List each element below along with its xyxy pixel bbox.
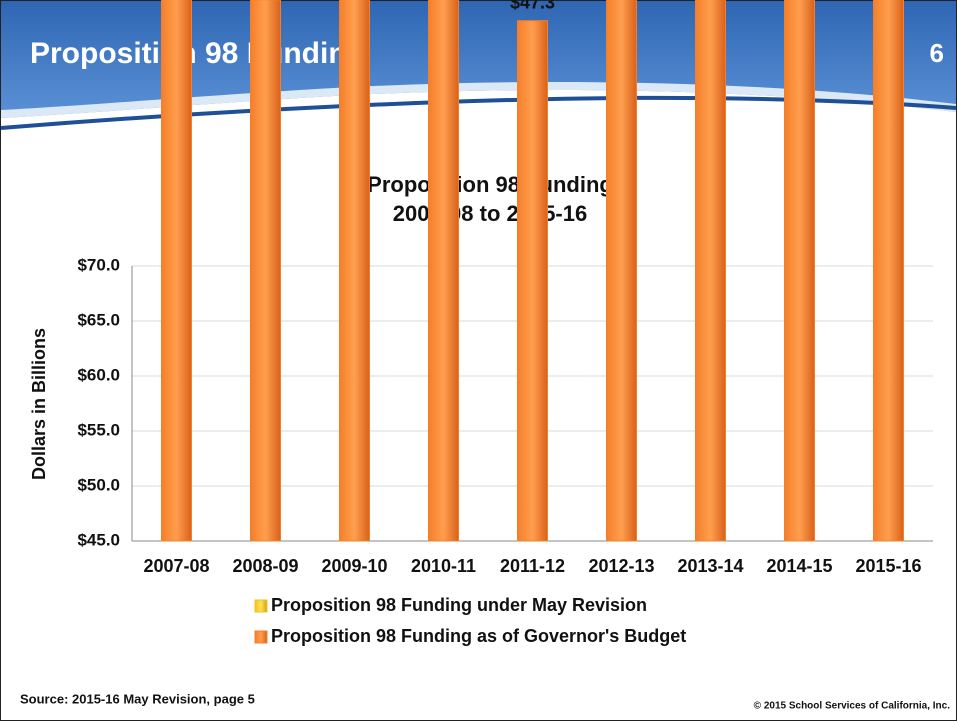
y-tick-label: $70.0 bbox=[77, 255, 120, 274]
bar-segment bbox=[873, 0, 904, 542]
source: Source: 2015-16 May Revision, page 5 bbox=[20, 691, 255, 706]
y-tick-label: $45.0 bbox=[77, 530, 120, 549]
x-tick-label: 2012-13 bbox=[588, 556, 654, 576]
x-tick-label: 2009-10 bbox=[321, 556, 387, 576]
y-tick-label: $65.0 bbox=[77, 310, 120, 329]
bar-segment bbox=[428, 0, 459, 542]
x-tick-label: 2010-11 bbox=[411, 556, 476, 576]
y-axis-label: Dollars in Billions bbox=[29, 328, 49, 480]
bar-segment bbox=[250, 0, 281, 542]
y-tick-label: $55.0 bbox=[77, 420, 120, 439]
bar-segment bbox=[161, 0, 192, 542]
bar-segment bbox=[339, 0, 370, 542]
x-tick-label: 2014-15 bbox=[766, 556, 832, 576]
x-tick-label: 2008-09 bbox=[232, 556, 298, 576]
x-tick-label: 2015-16 bbox=[855, 556, 921, 576]
y-tick-label: $50.0 bbox=[77, 475, 120, 494]
bar-segment bbox=[695, 0, 726, 542]
bar-segment bbox=[784, 0, 815, 542]
bar-segment bbox=[606, 0, 637, 542]
x-tick-label: 2013-14 bbox=[677, 556, 743, 576]
header-title: Proposition 98 Funding bbox=[30, 37, 365, 70]
chart-title: Proposition 98 Funding bbox=[367, 172, 613, 197]
legend-label: Proposition 98 Funding as of Governor's … bbox=[271, 626, 686, 646]
legend-label: Proposition 98 Funding under May Revisio… bbox=[271, 595, 647, 615]
y-tick-label: $60.0 bbox=[77, 365, 120, 384]
total-label: $47.3 bbox=[510, 0, 555, 12]
chart-subtitle: 2007-08 to 2015-16 bbox=[393, 201, 587, 226]
x-tick-label: 2007-08 bbox=[143, 556, 209, 576]
legend-swatch bbox=[254, 630, 268, 644]
page-number: 6 bbox=[930, 38, 944, 68]
copyright: © 2015 School Services of California, In… bbox=[754, 701, 951, 712]
bar-segment bbox=[517, 20, 548, 542]
legend-swatch bbox=[254, 599, 268, 613]
x-tick-label: 2011-12 bbox=[500, 556, 565, 576]
